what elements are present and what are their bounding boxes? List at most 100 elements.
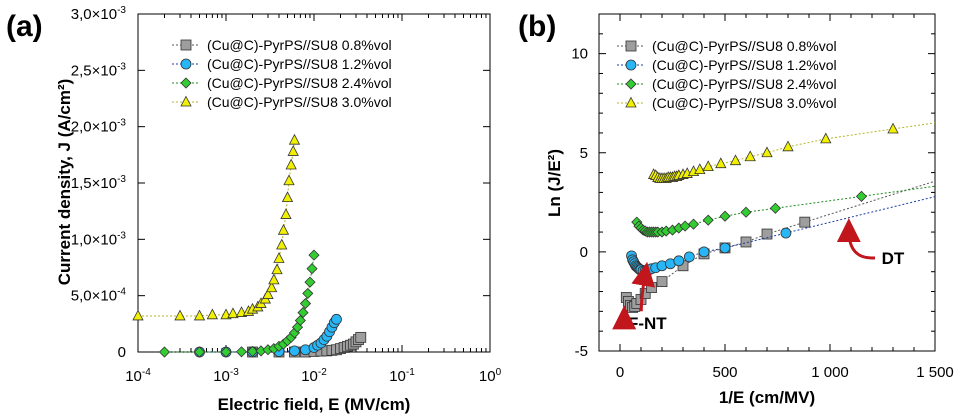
y-tick-label: 5,0×10-4 (71, 287, 127, 305)
data-point (687, 218, 700, 230)
data-point (646, 282, 657, 293)
panel-b-y-axis-title: Ln (J/E²) (545, 149, 564, 217)
data-point (855, 190, 868, 202)
panel-b: (b) 0 500 1 000 1 500 -5 0 5 10 (Cu@C)-PyrPS//… (518, 10, 954, 407)
x-tick-label: 10-2 (301, 367, 327, 385)
data-point (683, 251, 695, 263)
data-point (304, 276, 316, 288)
data-point (656, 276, 668, 288)
data-point (132, 309, 144, 321)
data-point (265, 281, 278, 293)
legend-marker (625, 59, 637, 71)
data-point (273, 252, 285, 263)
data-point (761, 228, 773, 240)
y-tick-label: 2,0×10-3 (71, 118, 127, 136)
data-point (246, 345, 259, 358)
panel-a-y-tick-labels: 0 5,0×10-4 1,0×10-3 1,5×10-3 2,0×10-3 2,5×10-… (71, 5, 127, 361)
annotation-fnt: F-NT (628, 314, 667, 333)
data-point (740, 206, 752, 218)
legend-marker (180, 39, 192, 51)
panel-a-x-axis-title: Electric field, E (MV/cm) (218, 395, 411, 414)
data-point (276, 238, 288, 250)
x-tick-label: 0 (616, 364, 624, 381)
panel-a-x-tick-labels: 10-4 10-3 10-2 10-1 100 (125, 367, 501, 385)
legend-label: (Cu@C)-PyrPS//SU8 0.8%vol (207, 37, 392, 53)
data-point (299, 297, 312, 310)
y-tick-label: -5 (575, 343, 588, 360)
data-point (729, 154, 742, 166)
panel-a: (a) 10-4 10-3 10-2 10-1 100 0 5,0×10-4 1,0×10-… (6, 5, 502, 414)
data-point (331, 313, 342, 325)
x-tick-label: 1 000 (811, 364, 849, 381)
y-tick-label: 3,0×10-3 (71, 5, 127, 23)
x-tick-label: 10-4 (125, 367, 151, 385)
panel-b-label: (b) (518, 10, 556, 43)
data-point (761, 146, 773, 158)
y-tick-label: 2,5×10-3 (71, 61, 127, 79)
data-point (280, 208, 292, 219)
panel-a-legend: (Cu@C)-PyrPS//SU8 0.8%vol (Cu@C)-PyrPS//S… (172, 37, 392, 110)
data-point (820, 132, 832, 144)
panel-b-annotations: DT F-NT (612, 218, 905, 333)
data-point (694, 163, 706, 175)
data-point (271, 263, 283, 275)
annotation-dt: DT (882, 249, 905, 268)
y-tick-label: 1,0×10-3 (71, 230, 127, 248)
panel-b-x-axis-title: 1/E (cm/MV) (719, 388, 815, 407)
y-tick-label: 10 (571, 46, 588, 63)
data-point (308, 249, 320, 261)
data-point (702, 160, 714, 172)
data-point (288, 133, 301, 145)
y-tick-label: 1,5×10-3 (71, 174, 127, 192)
x-tick-label: 500 (712, 364, 737, 381)
data-point (639, 288, 651, 299)
data-point (769, 202, 781, 214)
panel-b-series (620, 122, 936, 313)
panel-b-legend: (Cu@C)-PyrPS//SU8 0.8%vol (Cu@C)-PyrPS//S… (617, 38, 837, 111)
data-point (277, 223, 290, 235)
panel-a-y-axis-title: Current density, J (A/cm²) (55, 79, 74, 286)
data-point (158, 346, 171, 358)
y-tick-label: 0 (580, 244, 588, 261)
annotation-dt-arrow (836, 218, 876, 260)
panel-b-ticks (598, 13, 936, 352)
legend-marker (625, 40, 637, 52)
data-point (268, 273, 280, 285)
data-point (715, 157, 727, 169)
panel-b-y-tick-labels: -5 0 5 10 (571, 46, 588, 360)
data-point (698, 246, 710, 258)
annotation-fnt-arrow-2 (612, 305, 637, 330)
series-line (625, 180, 936, 308)
data-point (285, 158, 297, 170)
data-point (744, 150, 756, 162)
data-point (673, 255, 685, 267)
data-point (262, 288, 274, 299)
data-point (782, 140, 794, 152)
y-tick-label: 0 (118, 344, 126, 361)
data-point (780, 227, 792, 239)
annotation-fnt-arrow (631, 261, 656, 312)
legend-marker (180, 58, 192, 70)
data-point (281, 191, 294, 203)
data-point (193, 346, 206, 358)
panel-b-x-tick-labels: 0 500 1 000 1 500 (616, 364, 954, 381)
data-point (193, 309, 206, 321)
legend-label: (Cu@C)-PyrPS//SU8 1.2%vol (652, 57, 837, 73)
x-tick-label: 10-3 (213, 367, 239, 385)
data-point (289, 345, 300, 357)
data-point (355, 331, 367, 343)
data-point (297, 307, 309, 319)
data-point (206, 308, 219, 320)
legend-marker (625, 78, 637, 90)
data-point (174, 309, 186, 321)
legend-label: (Cu@C)-PyrPS//SU8 2.4%vol (652, 76, 837, 92)
data-point (220, 346, 232, 358)
data-point (719, 242, 731, 254)
legend-label: (Cu@C)-PyrPS//SU8 0.8%vol (652, 38, 837, 54)
data-point (887, 122, 899, 134)
legend-marker (180, 77, 192, 89)
data-point (283, 174, 295, 186)
panel-a-series (132, 133, 367, 358)
data-point (306, 263, 318, 275)
